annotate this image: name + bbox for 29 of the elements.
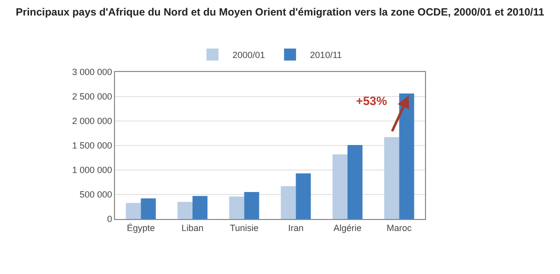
y-tick-label: 3 000 000 bbox=[72, 67, 112, 78]
y-tick-label: 500 000 bbox=[80, 190, 112, 200]
y-tick-label: 2 000 000 bbox=[72, 116, 112, 126]
bar bbox=[348, 145, 362, 219]
x-tick-label: Liban bbox=[181, 222, 204, 233]
bar bbox=[296, 173, 311, 219]
bar bbox=[244, 192, 260, 219]
bar bbox=[140, 198, 156, 219]
x-tick-label: Iran bbox=[288, 222, 304, 233]
bar bbox=[399, 94, 414, 219]
bar bbox=[229, 196, 244, 219]
x-tick-label: Maroc bbox=[386, 222, 412, 233]
y-tick-label: 0 bbox=[107, 214, 112, 224]
bar bbox=[192, 196, 208, 219]
x-tick-label: Algérie bbox=[333, 222, 362, 233]
y-tick-label: 1 000 000 bbox=[72, 165, 112, 176]
bar bbox=[384, 137, 400, 219]
chart-title: Principaux pays d'Afrique du Nord et du Moyen Orient d'émigration vers la zone OCDE, 2000/01 et 2010/11 bbox=[16, 6, 544, 19]
bar bbox=[126, 202, 141, 219]
annotation: +53% bbox=[356, 94, 388, 108]
bar bbox=[332, 154, 348, 219]
bar bbox=[280, 186, 296, 219]
legend-label: 2000/01 bbox=[232, 50, 266, 60]
legend-label: 2010/11 bbox=[310, 50, 342, 60]
x-tick-label: Égypte bbox=[126, 222, 155, 233]
x-tick-label: Tunisie bbox=[230, 222, 259, 233]
y-tick-label: 2 500 000 bbox=[72, 92, 112, 102]
bar bbox=[178, 202, 192, 219]
y-tick-label: 1 500 000 bbox=[72, 140, 112, 151]
